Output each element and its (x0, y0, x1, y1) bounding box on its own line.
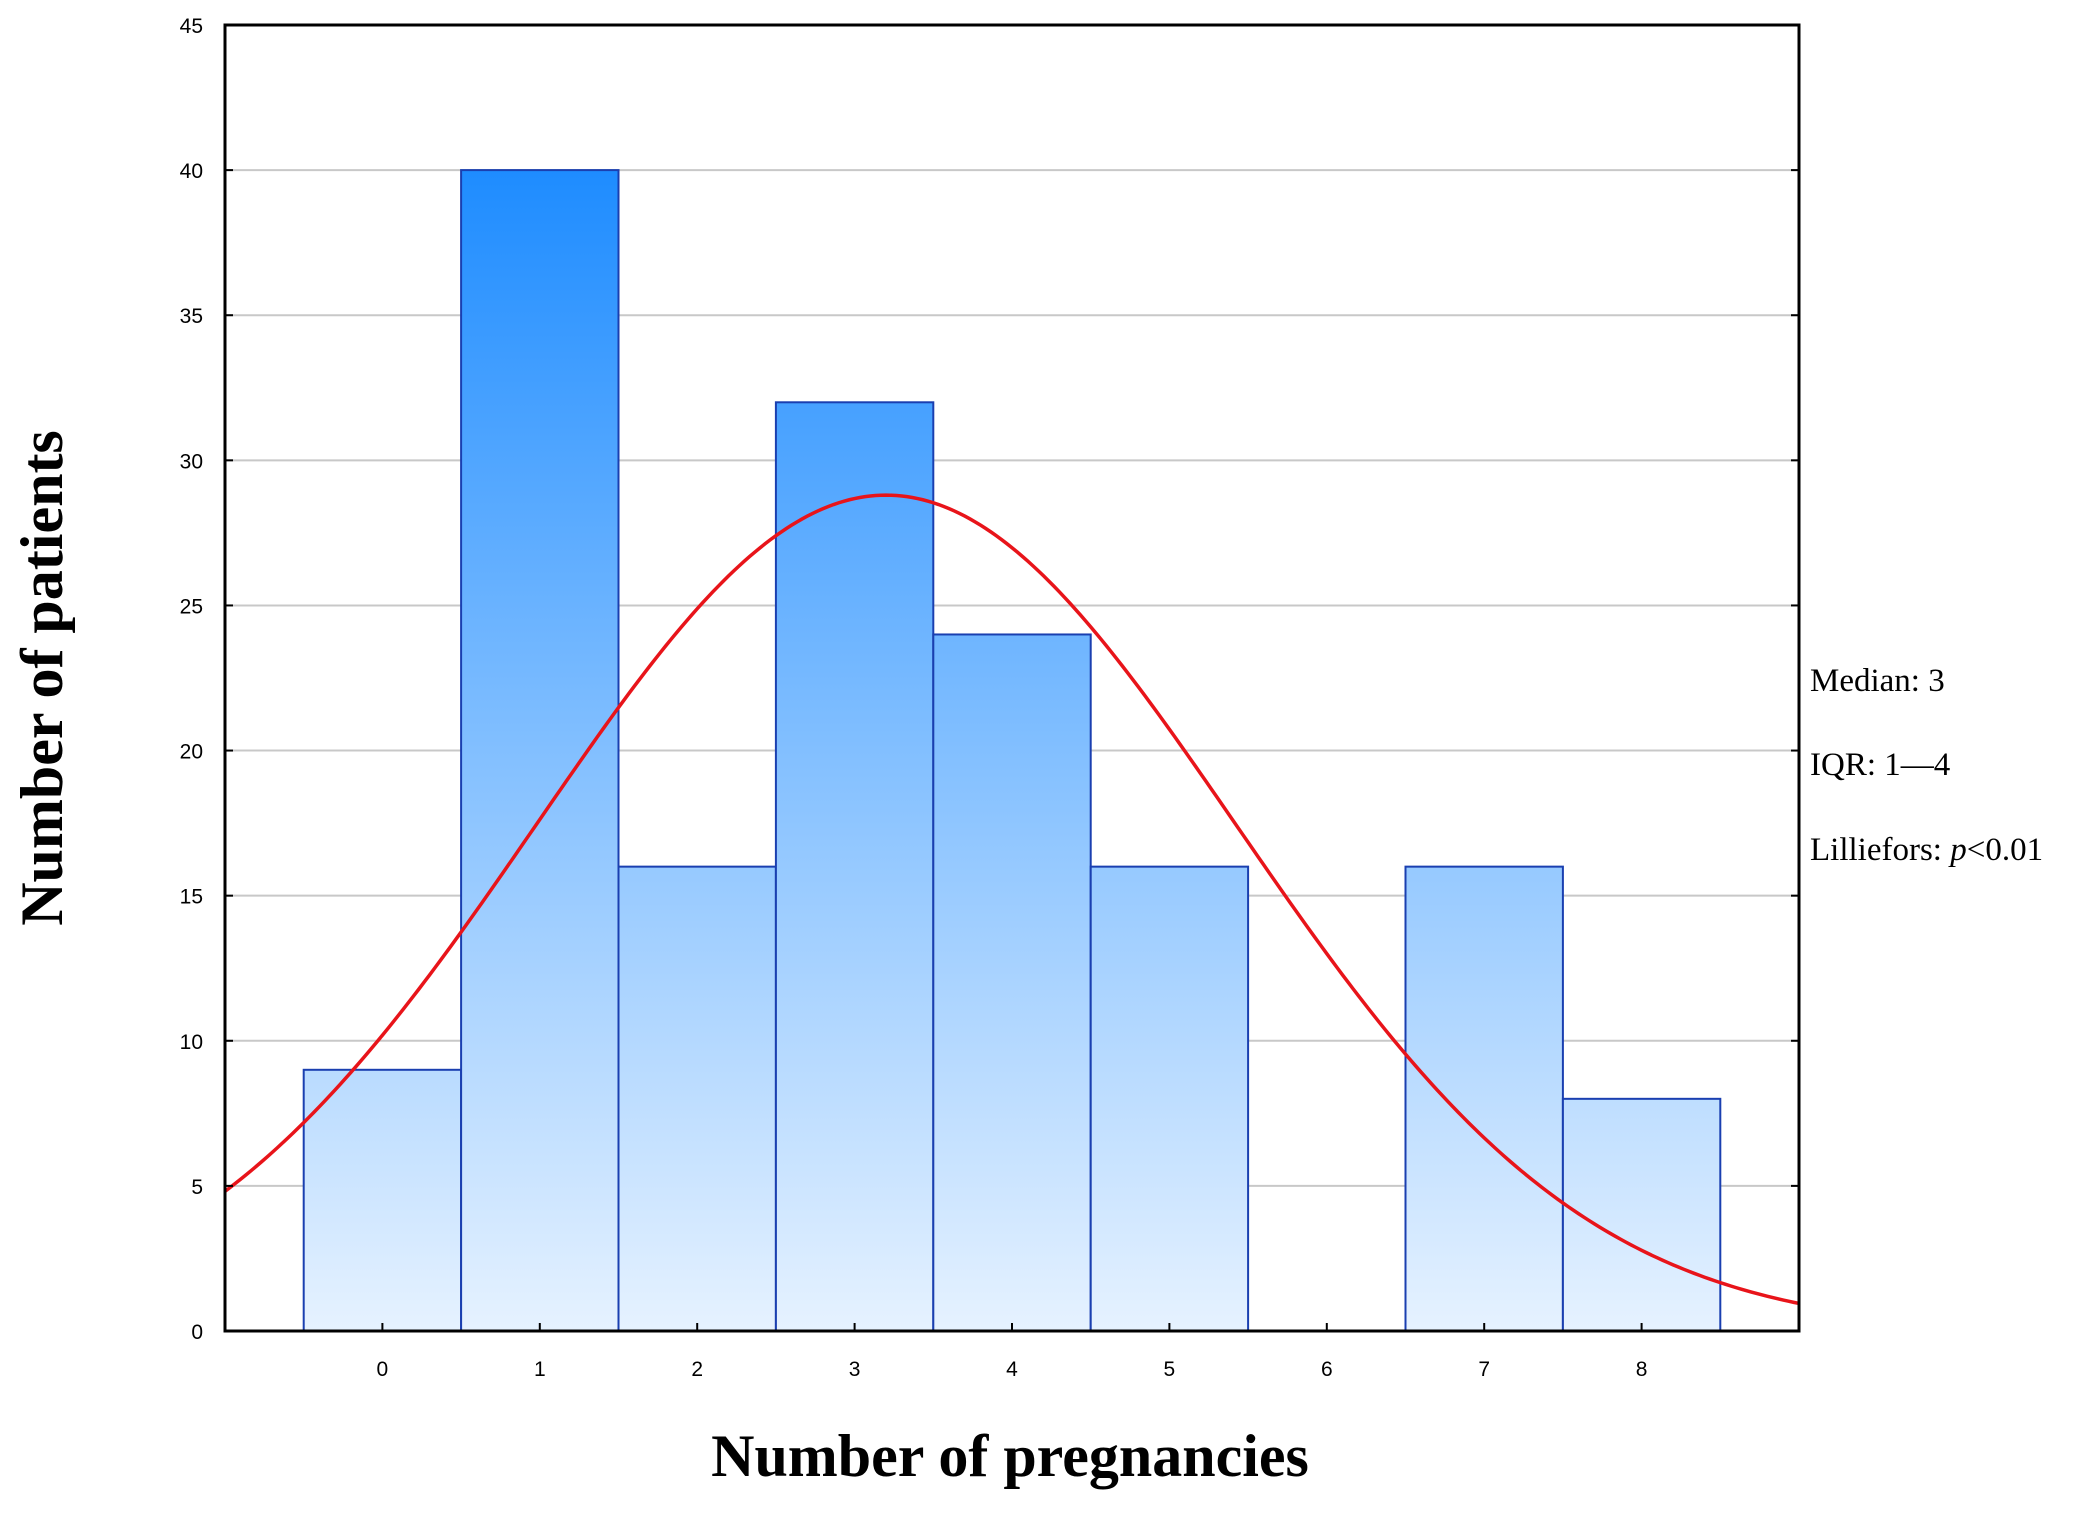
y-tick-label: 0 (191, 1321, 203, 1344)
bar-8 (1561, 1097, 1722, 1333)
fit-curve (225, 493, 1799, 1306)
y-tick-label: 5 (191, 1176, 203, 1199)
annotation-median: Median: 3 (1810, 663, 1945, 699)
y-tick-label: 10 (180, 1031, 203, 1054)
x-tick-labels: 0 1 2 3 4 5 6 7 8 (377, 1358, 1648, 1381)
y-tick-label: 35 (180, 305, 203, 328)
y-tick-label: 15 (180, 886, 203, 909)
bar-5 (1089, 865, 1250, 1333)
x-tick-label: 2 (691, 1358, 703, 1381)
y-tick-labels: 0 5 10 15 20 25 30 35 40 45 (180, 15, 203, 1344)
y-tick-label: 25 (180, 595, 203, 618)
x-tick-label: 7 (1478, 1358, 1490, 1381)
bar-1 (460, 169, 620, 1333)
x-tick-label: 1 (534, 1358, 546, 1381)
y-tick-label: 20 (180, 741, 203, 764)
annotation-lilliefors-value: <0.01 (1967, 832, 2043, 868)
x-axis-title: Number of pregnancies (711, 1423, 1309, 1489)
annotation-lilliefors-p: p (1948, 832, 1967, 868)
y-tick-label: 30 (180, 450, 203, 473)
x-tick-label: 3 (849, 1358, 861, 1381)
x-tick-label: 6 (1321, 1358, 1333, 1381)
bar-0 (302, 1068, 463, 1333)
bar-7 (1404, 865, 1564, 1333)
x-tick-label: 0 (377, 1358, 389, 1381)
y-tick-label: 40 (180, 160, 203, 183)
x-tick-label: 8 (1636, 1358, 1648, 1381)
annotation-iqr: IQR: 1—4 (1810, 747, 1950, 783)
fit-curve-layer (225, 493, 1799, 1306)
bars (302, 169, 1722, 1333)
y-tick-label: 45 (180, 15, 203, 38)
x-tick-label: 4 (1006, 1358, 1018, 1381)
x-tick-label: 5 (1164, 1358, 1176, 1381)
y-axis-title: Number of patients (9, 430, 75, 926)
tick-marks (225, 24, 1799, 1332)
bar-3 (774, 401, 935, 1332)
bar-2 (617, 865, 777, 1333)
bar-4 (932, 633, 1092, 1332)
annotation-lilliefors-label: Lilliefors: (1810, 832, 1950, 868)
annotation-lilliefors: Lilliefors: p<0.01 (1810, 832, 2043, 868)
